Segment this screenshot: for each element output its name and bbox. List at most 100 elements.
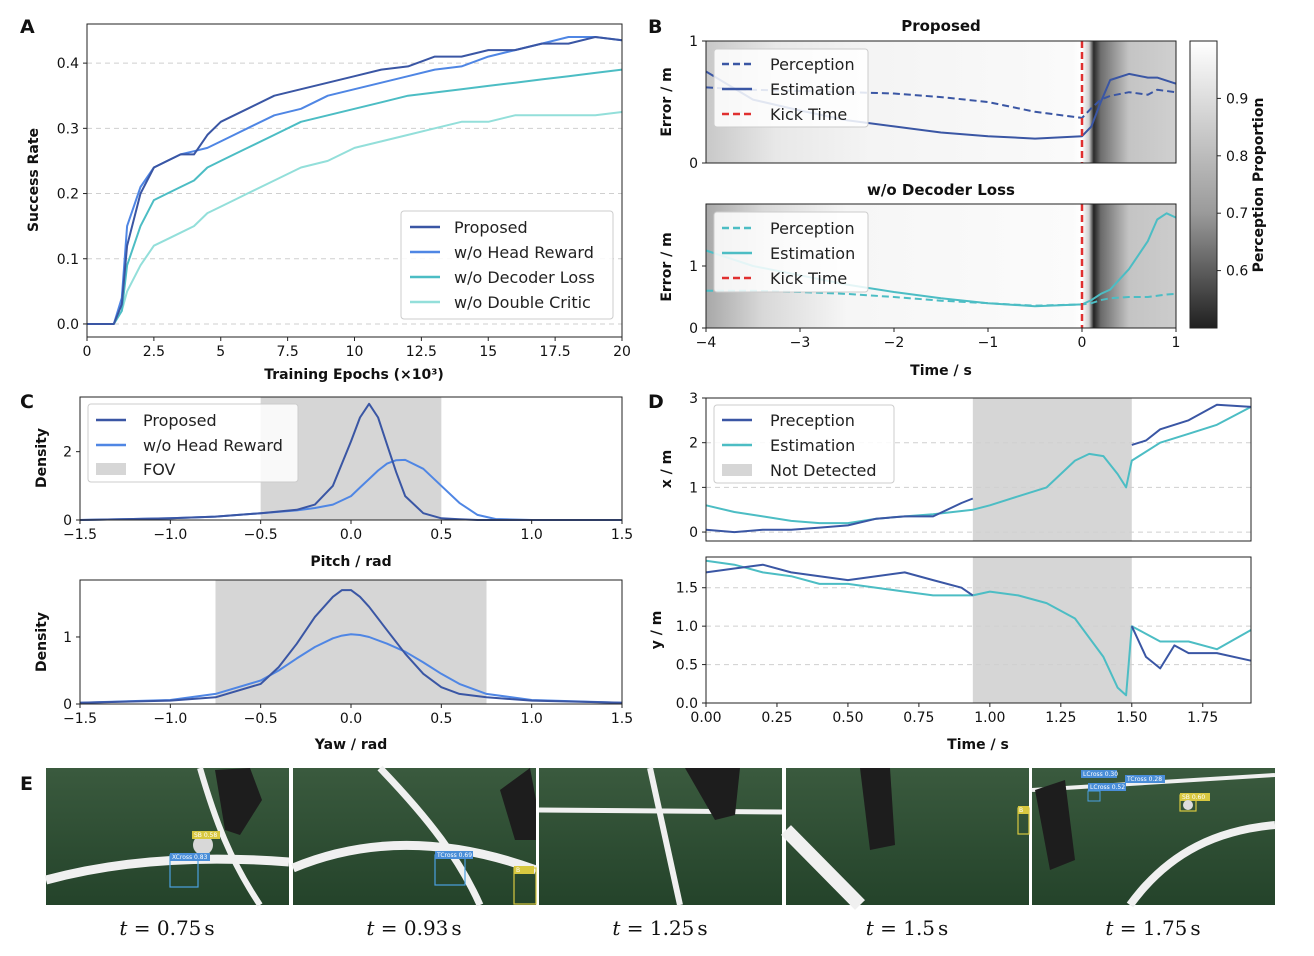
chart-a-line-head-reward: [87, 36, 623, 325]
caption-eq: =: [127, 916, 156, 940]
chart-c-top-xtick-label: 0.5: [430, 527, 452, 543]
legend-bb-perception: Perception: [770, 219, 855, 238]
chart-d-bottom-ytick-label: 1.5: [676, 581, 698, 597]
legend-ct-fov-swatch: [96, 463, 126, 475]
chart-b-xtick-label: −2: [884, 335, 905, 351]
chart-b-bottom-title: w/o Decoder Loss: [867, 181, 1015, 199]
chart-a-ytick-label: 0.2: [57, 187, 79, 203]
chart-c-top-xlabel: Pitch / rad: [310, 554, 391, 570]
caption-unit: s: [938, 916, 948, 940]
chart-d-xtick-label: 1.50: [1116, 710, 1147, 726]
chart-d-top-ytick-label: 3: [689, 391, 698, 407]
detection-label-bg: [192, 831, 220, 839]
chart-c-bottom-xtick-label: 1.0: [521, 711, 543, 727]
caption-unit: s: [451, 916, 461, 940]
chart-d-xtick-label: 0.25: [761, 710, 792, 726]
legend-ct-head: w/o Head Reward: [143, 436, 283, 455]
caption-eq: =: [620, 916, 649, 940]
chart-a-xtick-label: 0: [83, 344, 92, 360]
chart-a-ytick-label: 0.3: [57, 121, 79, 137]
chart-b-top-ytick-label: 1: [689, 34, 698, 50]
colorbar: [1189, 40, 1218, 329]
colorbar-tick-label: 0.9: [1226, 91, 1248, 107]
caption-t: t: [612, 916, 621, 940]
chart-d-bottom-ytick-label: 0.0: [676, 696, 698, 712]
colorbar-tick-label: 0.6: [1226, 264, 1248, 280]
detection-label: LCross 0.30: [1083, 771, 1118, 778]
chart-b-top-frame: [705, 40, 1177, 164]
chart-b-top-legend: Perception Estimation Kick Time: [713, 48, 869, 128]
detection-label-bg: [435, 851, 473, 859]
caption-value: 0.93: [404, 916, 449, 940]
caption-eq: =: [874, 916, 903, 940]
detection-label-bg: [1088, 783, 1126, 791]
chart-c-bottom-xtick-label: 1.5: [611, 711, 633, 727]
chart-b-top-ytick-label: 0: [689, 156, 698, 172]
detection-label: TCross 0.28: [1126, 776, 1162, 783]
detection-label: SB 0.58: [194, 832, 217, 839]
camera-frame-1: XCross 0.83 SB 0.58: [44, 767, 290, 907]
legend-dt-preception: Preception: [770, 411, 855, 430]
caption-unit: s: [697, 916, 707, 940]
detection-label-bg: [170, 853, 210, 861]
chart-d: 0 1 2 3 x / m Preception Estimation Not Det…: [649, 391, 1252, 753]
panel-label-d: D: [648, 391, 664, 413]
detection-label-bg: [1125, 775, 1165, 783]
chart-b-xtick-label: −1: [978, 335, 999, 351]
chart-c-top-ytick-label: 2: [63, 445, 72, 461]
chart-c-top-xtick-label: 1.0: [521, 527, 543, 543]
chart-a-xtick-label: 15: [479, 344, 497, 360]
chart-d-top-ytick-label: 1: [689, 480, 698, 496]
legend-a-head: w/o Head Reward: [454, 243, 594, 262]
chart-d-bottom-ytick-label: 0.5: [676, 658, 698, 674]
colorbar-label: Perception Proportion: [1251, 98, 1267, 273]
chart-d-xtick-label: 1.00: [974, 710, 1005, 726]
chart-c-top-xtick-label: −1.5: [63, 527, 97, 543]
chart-b-top-title: Proposed: [901, 17, 981, 35]
caption-frame-1: t = 0.75 s: [119, 916, 214, 940]
chart-a-line-double-critic: [87, 111, 623, 325]
chart-b-top-ylabel: Error / m: [659, 67, 675, 136]
chart-c-top-xtick-label: 0.0: [340, 527, 362, 543]
chart-c-top-xtick-label: 1.5: [611, 527, 633, 543]
chart-a-xlabel: Training Epochs (×10³): [264, 367, 444, 383]
legend-bt-perception: Perception: [770, 55, 855, 74]
caption-t: t: [119, 916, 128, 940]
legend-a-decoder: w/o Decoder Loss: [454, 268, 595, 287]
legend-a-proposed: Proposed: [454, 218, 528, 237]
camera-frame-3: [538, 767, 783, 906]
chart-c-bottom-xtick-label: 0.0: [340, 711, 362, 727]
chart-a-line-proposed: [87, 36, 623, 325]
caption-unit: s: [1190, 916, 1200, 940]
legend-dt-nd-swatch: [722, 464, 752, 476]
detection-label: SB 0.60: [1182, 794, 1205, 801]
chart-a-xtick-label: 20: [613, 344, 631, 360]
chart-b-bottom-ytick-label: 0: [689, 321, 698, 337]
chart-b-xtick-label: 0: [1078, 335, 1087, 351]
caption-frame-2: t = 0.93 s: [366, 916, 461, 940]
caption-value: 1.75: [1143, 916, 1188, 940]
chart-a: 0 2.5 5 7.5 10 12.5 15 17.5 20 0.0 0.1 0.2 0.3 0.4 T…: [26, 23, 631, 383]
caption-unit: s: [204, 916, 214, 940]
chart-d-top-legend: Preception Estimation Not Detected: [713, 404, 895, 484]
chart-a-xtick-label: 17.5: [540, 344, 571, 360]
chart-c-top-ytick-label: 0: [63, 513, 72, 529]
chart-d-top-estimation: [705, 406, 1252, 525]
chart-a-xtick-label: 2.5: [143, 344, 165, 360]
chart-d-xtick-label: 0.50: [832, 710, 863, 726]
panel-label-e: E: [20, 773, 33, 795]
caption-value: 1.25: [650, 916, 695, 940]
chart-d-bottom-estimation: [705, 559, 1252, 697]
chart-c-bottom-xtick-label: 0.5: [430, 711, 452, 727]
caption-t: t: [866, 916, 875, 940]
caption-frame-5: t = 1.75 s: [1105, 916, 1200, 940]
colorbar-tick-label: 0.7: [1226, 206, 1248, 222]
detection-label-bg: [1081, 770, 1117, 778]
chart-d-xlabel: Time / s: [947, 737, 1009, 753]
chart-c-bottom-xtick-label: −0.5: [244, 711, 278, 727]
detection-label: B: [516, 867, 520, 874]
colorbar-tick-label: 0.8: [1226, 149, 1248, 165]
camera-frame-5: LCross 0.30 TCross 0.28 LCross 0.52 SB 0…: [1031, 768, 1276, 908]
chart-d-bottom-ytick-label: 1.0: [676, 619, 698, 635]
